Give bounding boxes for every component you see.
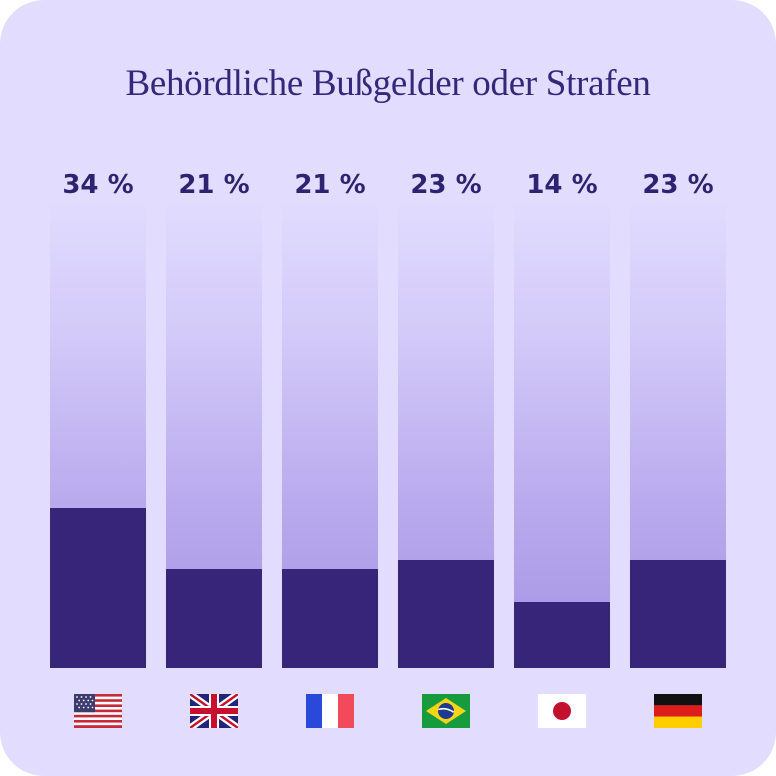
value-label-uk: 21 % [178, 170, 250, 200]
brazil-flag-icon [422, 694, 470, 728]
bar-uk [166, 569, 262, 668]
value-label-brazil: 23 % [410, 170, 482, 200]
us-flag-icon [74, 694, 122, 728]
value-label-france: 21 % [294, 170, 366, 200]
uk-flag-icon [190, 694, 238, 728]
bar-track [398, 198, 494, 668]
bar-germany [630, 559, 726, 668]
bar-track [166, 198, 262, 668]
bar-track [514, 198, 610, 668]
chart-title: Behördliche Bußgelder oder Strafen [125, 63, 651, 104]
value-label-germany: 23 % [642, 170, 714, 200]
value-label-japan: 14 % [526, 170, 598, 200]
france-flag-icon [306, 694, 354, 728]
germany-flag-icon [654, 694, 702, 728]
japan-flag-icon [538, 694, 586, 728]
bar-track [630, 198, 726, 668]
value-label-us: 34 % [62, 170, 134, 200]
bar-us [50, 508, 146, 668]
bar-japan [514, 602, 610, 668]
bar-track [50, 198, 146, 668]
bar-track [282, 198, 378, 668]
bar-france [282, 569, 378, 668]
bar-brazil [398, 559, 494, 668]
